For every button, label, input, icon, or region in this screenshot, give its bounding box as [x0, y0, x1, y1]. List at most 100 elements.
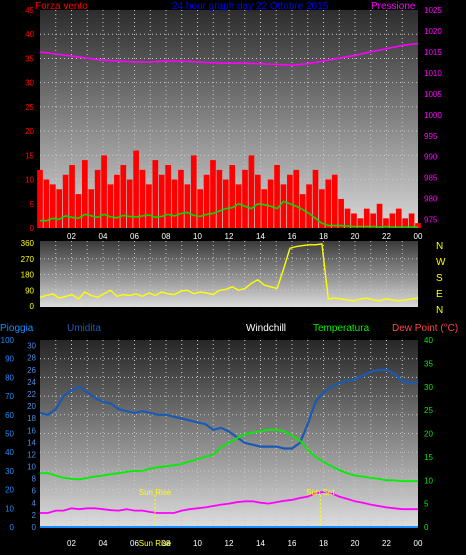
- legend-label: Umidita: [67, 323, 101, 334]
- humidity-tick-label: 30: [27, 342, 36, 351]
- hour-tick-label: 02: [67, 232, 76, 241]
- temperature-line: [40, 428, 418, 483]
- hour-tick-label: 02: [67, 539, 76, 548]
- dewpoint-line: [40, 490, 418, 514]
- humidity-tick-label: 4: [32, 499, 37, 508]
- temperature-tick-label: 10: [424, 476, 433, 485]
- hour-tick-label: 16: [288, 539, 297, 548]
- wind-tick-label: 5: [30, 200, 35, 209]
- hour-tick-label: 18: [319, 232, 328, 241]
- temperature-tick-label: 20: [424, 430, 433, 439]
- legend-label: Windchill: [246, 323, 286, 334]
- humidity-tick-label: 0: [32, 523, 37, 532]
- humidity-tick-label: 20: [27, 402, 36, 411]
- hour-tick-label: 06: [130, 232, 139, 241]
- pressure-line: [39, 42, 419, 67]
- hour-tick-label: 08: [162, 232, 171, 241]
- wind-direction-series: [39, 243, 419, 302]
- pressure-tick-label: 990: [424, 153, 438, 162]
- gust-line: [40, 200, 418, 228]
- direction-tick-label: 0: [30, 302, 35, 311]
- humidity-tick-label: 14: [27, 438, 36, 447]
- humidity-tick-label: 18: [27, 414, 36, 423]
- humidity-tick-label: 6: [32, 487, 37, 496]
- wind-tick-label: 15: [25, 151, 34, 160]
- wind-tick-label: 10: [25, 176, 34, 185]
- sun-annotation-label: Sun Rise: [139, 488, 172, 497]
- rain-tick-label: 20: [5, 486, 14, 495]
- direction-tick-label: 360: [21, 239, 35, 248]
- humidity-tick-label: 10: [27, 463, 36, 472]
- hour-tick-label: 14: [256, 539, 265, 548]
- pressure-tick-label: 975: [424, 216, 438, 225]
- sun-annotations: Sun Rise Sun Set Sun Rise: [139, 488, 336, 548]
- hour-tick-label: 16: [288, 232, 297, 241]
- wind-axis-label: Forza vento: [35, 1, 88, 12]
- humidity-tick-label: 2: [32, 511, 37, 520]
- wind-pressure-series: [37, 42, 421, 228]
- pressure-axis-label: Pressione: [371, 1, 416, 12]
- legend-label: Dew Point (°C): [392, 323, 458, 334]
- temperature-tick-label: 25: [424, 406, 433, 415]
- direction-tick-label: 180: [21, 271, 35, 280]
- compass-letter: E: [436, 289, 443, 300]
- wind-pressure-grid: [40, 10, 418, 228]
- humidity-tick-label: 22: [27, 390, 36, 399]
- hour-tick-label: 10: [193, 539, 202, 548]
- temperature-legend: Pioggia Umidita Windchill Temperatura Dew Po…: [0, 323, 458, 334]
- rain-tick-label: 100: [1, 336, 15, 345]
- sun-annotation-label: Sun Rise: [139, 539, 172, 548]
- humidity-tick-label: 28: [27, 354, 36, 363]
- hour-tick-label: 22: [382, 539, 391, 548]
- temperature-tick-label: 0: [424, 523, 429, 532]
- temperature-tick-label: 35: [424, 359, 433, 368]
- pressure-tick-label: 1010: [424, 69, 442, 78]
- rain-tick-label: 70: [5, 392, 14, 401]
- wind-direction-grid: [40, 241, 418, 307]
- temperature-series: [39, 368, 418, 528]
- humidity-tick-label: 12: [27, 450, 36, 459]
- hour-tick-label: 04: [99, 539, 108, 548]
- hour-tick-label: 12: [225, 539, 234, 548]
- wind-direction-line: [39, 243, 419, 302]
- wind-tick-label: 0: [30, 224, 35, 233]
- humidity-tick-label: 24: [27, 378, 36, 387]
- wind-pressure-chart: 4540353025201510501025102010151010100510…: [25, 1, 442, 241]
- hour-tick-label: 18: [319, 539, 328, 548]
- hour-tick-label: 10: [193, 232, 202, 241]
- wind-tick-label: 35: [25, 54, 34, 63]
- compass-letter: N: [436, 305, 443, 316]
- wind-tick-label: 30: [25, 79, 34, 88]
- compass-letter: S: [436, 273, 443, 284]
- sun-annotation-label: Sun Set: [306, 488, 335, 497]
- wind-tick-label: 20: [25, 127, 34, 136]
- pressure-tick-label: 1025: [424, 6, 442, 15]
- temperature-humidity-chart: 1009080706050403020100302826242220181614…: [0, 323, 458, 548]
- legend-label: Temperatura: [313, 323, 370, 334]
- hour-tick-label: 20: [351, 539, 360, 548]
- wind-tick-label: 45: [25, 6, 34, 15]
- wind-pressure-tick-labels: 4540353025201510501025102010151010100510…: [25, 6, 442, 241]
- rain-tick-label: 0: [10, 523, 15, 532]
- humidity-line: [39, 368, 418, 450]
- compass-letter: N: [436, 241, 443, 252]
- hour-tick-label: 08: [162, 539, 171, 548]
- humidity-tick-label: 16: [27, 426, 36, 435]
- hour-tick-label: 00: [414, 232, 423, 241]
- hour-tick-label: 00: [414, 539, 423, 548]
- pressure-tick-label: 980: [424, 195, 438, 204]
- compass-letter: W: [436, 257, 446, 268]
- pressure-tick-label: 1020: [424, 27, 442, 36]
- rain-tick-label: 60: [5, 411, 14, 420]
- pressure-tick-label: 1005: [424, 90, 442, 99]
- hour-tick-label: 12: [225, 232, 234, 241]
- rain-tick-label: 30: [5, 467, 14, 476]
- hour-tick-label: 20: [351, 232, 360, 241]
- legend-label: Pioggia: [0, 323, 34, 334]
- chart-title: 24 hour graph day 22 Ottobre 2015: [172, 1, 329, 12]
- humidity-tick-label: 8: [32, 475, 37, 484]
- direction-tick-label: 90: [25, 286, 34, 295]
